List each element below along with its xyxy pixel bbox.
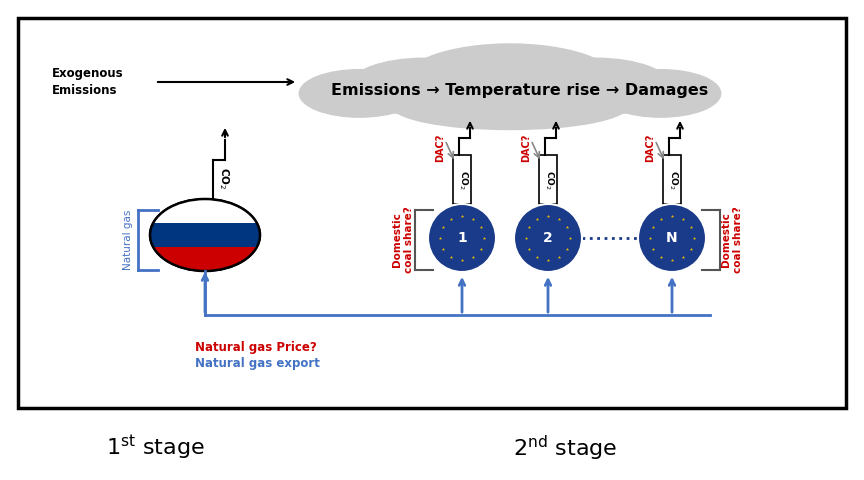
Text: 2$^{\rm nd}$ stage: 2$^{\rm nd}$ stage — [513, 433, 617, 463]
Ellipse shape — [403, 44, 618, 120]
Ellipse shape — [600, 70, 721, 117]
Ellipse shape — [299, 70, 420, 117]
Text: Natural gas export: Natural gas export — [195, 357, 320, 370]
Text: CO$_2$: CO$_2$ — [457, 169, 469, 190]
Ellipse shape — [349, 58, 499, 115]
Text: DAC?: DAC? — [645, 134, 655, 162]
Ellipse shape — [391, 82, 628, 130]
Text: CO$_2$: CO$_2$ — [667, 169, 679, 190]
Bar — [150, 247, 260, 276]
Text: CO$_2$: CO$_2$ — [217, 167, 231, 189]
Text: Domestic
coal share?: Domestic coal share? — [392, 206, 414, 274]
Bar — [453, 155, 471, 204]
Bar — [539, 155, 557, 204]
Text: CO$_2$: CO$_2$ — [543, 169, 556, 190]
Text: 2: 2 — [543, 231, 553, 245]
Ellipse shape — [521, 58, 671, 115]
Text: N: N — [666, 231, 678, 245]
Text: Emissions → Temperature rise → Damages: Emissions → Temperature rise → Damages — [332, 83, 708, 97]
Circle shape — [638, 204, 706, 272]
Circle shape — [514, 204, 582, 272]
Text: 1$^{\rm st}$ stage: 1$^{\rm st}$ stage — [105, 433, 205, 462]
FancyBboxPatch shape — [18, 18, 846, 408]
Text: DAC?: DAC? — [521, 134, 531, 162]
Text: Domestic
coal share?: Domestic coal share? — [721, 206, 743, 274]
Ellipse shape — [150, 199, 260, 271]
Bar — [663, 155, 681, 204]
Circle shape — [428, 204, 496, 272]
Ellipse shape — [150, 187, 260, 235]
Text: 1: 1 — [457, 231, 467, 245]
Text: Natural gas: Natural gas — [123, 210, 133, 270]
Ellipse shape — [381, 59, 553, 120]
Text: DAC?: DAC? — [435, 134, 445, 162]
Text: Exogenous
Emissions: Exogenous Emissions — [52, 68, 124, 96]
Bar — [150, 223, 260, 247]
Bar — [150, 199, 260, 223]
Text: Natural gas Price?: Natural gas Price? — [195, 341, 317, 355]
Ellipse shape — [467, 59, 639, 120]
